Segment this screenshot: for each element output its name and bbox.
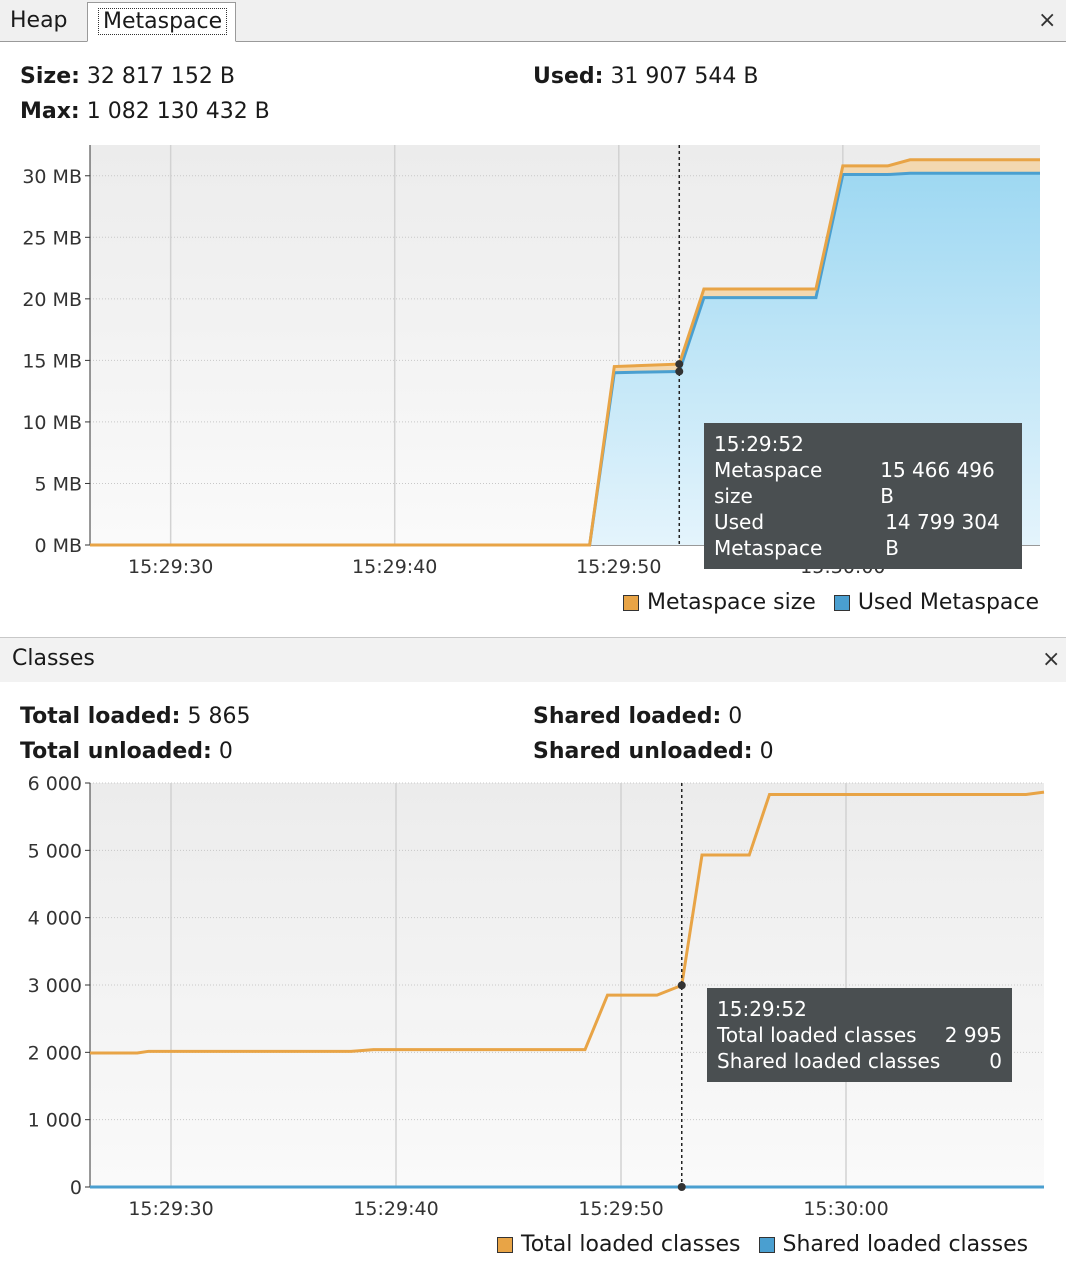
y-tick-label: 30 MB	[22, 166, 82, 188]
tooltip-value: 15 466 496 B	[880, 458, 995, 508]
legend-swatch-blue	[833, 594, 850, 611]
y-tick-label: 5 000	[28, 840, 82, 862]
classes-tooltip: 15:29:52 Total loaded classes 2 995 Share…	[707, 988, 1012, 1082]
close-icon[interactable]: ×	[1042, 647, 1061, 672]
classes-chart: 0 1 000 2 000 3 000 4 000 5 000 6 000 15:29:30 1…	[28, 775, 1045, 1220]
x-tick-label: 15:30:00	[803, 1198, 888, 1220]
shared-unloaded-label: Shared unloaded:	[533, 739, 753, 764]
x-tick-label: 15:29:30	[128, 556, 213, 578]
total-loaded-label: Total loaded:	[20, 704, 181, 729]
tab-bar: Heap Metaspace ×	[0, 0, 1066, 42]
metaspace-tooltip: 15:29:52 Metaspace size 15 466 496 B Used…	[704, 423, 1022, 569]
y-tick-label: 5 MB	[34, 473, 82, 495]
y-tick-label: 4 000	[28, 908, 82, 930]
total-loaded-value: 5 865	[187, 704, 251, 729]
tooltip-row-total: Total loaded classes 2 995	[717, 1022, 1002, 1048]
x-tick-label: 15:29:30	[128, 1198, 213, 1220]
shared-loaded-value: 0	[728, 704, 743, 729]
metaspace-size-stat: Size: 32 817 152 B	[20, 64, 235, 89]
tooltip-value: 0	[989, 1049, 1002, 1073]
y-tick-label: 0	[70, 1177, 82, 1199]
classes-legend: Total loaded classes Shared loaded class…	[497, 1232, 1028, 1257]
x-tick-label: 15:29:50	[578, 1198, 663, 1220]
tooltip-row-used: Used Metaspace 14 799 304 B	[714, 509, 1012, 561]
cursor-marker	[675, 367, 684, 376]
y-tick-label: 2 000	[28, 1042, 82, 1064]
tooltip-label: Shared loaded classes	[717, 1049, 941, 1073]
total-unloaded-label: Total unloaded:	[20, 739, 212, 764]
legend-swatch-orange	[497, 1236, 513, 1253]
classes-title: Classes	[12, 646, 95, 671]
y-tick-label: 10 MB	[22, 412, 82, 434]
total-loaded-stat: Total loaded: 5 865	[20, 704, 250, 729]
y-tick-label: 20 MB	[22, 289, 82, 311]
legend-label: Used Metaspace	[857, 590, 1040, 615]
tooltip-value: 14 799 304 B	[885, 510, 1000, 560]
y-tick-label: 6 000	[28, 775, 82, 795]
legend-label: Metaspace size	[647, 590, 816, 615]
shared-unloaded-stat: Shared unloaded: 0	[533, 739, 774, 764]
x-tick-label: 15:29:50	[576, 556, 661, 578]
legend-swatch-blue	[758, 1236, 775, 1253]
size-value: 32 817 152 B	[86, 64, 235, 89]
x-tick-label: 15:29:40	[352, 556, 437, 578]
cursor-marker	[675, 360, 684, 369]
size-label: Size:	[20, 64, 80, 89]
classes-header: Classes ×	[0, 637, 1066, 682]
tooltip-row-size: Metaspace size 15 466 496 B	[714, 457, 1012, 509]
metaspace-legend: Metaspace size Used Metaspace	[623, 590, 1039, 615]
used-value: 31 907 544 B	[610, 64, 759, 89]
legend-swatch-orange	[623, 594, 639, 611]
tooltip-time: 15:29:52	[714, 432, 804, 456]
metaspace-used-stat: Used: 31 907 544 B	[533, 64, 759, 89]
close-icon[interactable]: ×	[1038, 8, 1057, 33]
y-tick-label: 1 000	[28, 1110, 82, 1132]
tooltip-label: Used Metaspace	[714, 510, 823, 560]
total-unloaded-value: 0	[218, 739, 233, 764]
tooltip-value: 2 995	[944, 1023, 1002, 1047]
shared-loaded-stat: Shared loaded: 0	[533, 704, 742, 729]
legend-label: Shared loaded classes	[782, 1232, 1029, 1257]
y-tick-label: 3 000	[28, 975, 82, 997]
y-tick-label: 25 MB	[22, 227, 82, 249]
y-tick-label: 15 MB	[22, 350, 82, 372]
tooltip-time: 15:29:52	[717, 997, 807, 1021]
tooltip-label: Total loaded classes	[717, 1023, 917, 1047]
tooltip-row-shared: Shared loaded classes 0	[717, 1048, 1002, 1074]
max-value: 1 082 130 432 B	[86, 99, 270, 124]
shared-loaded-label: Shared loaded:	[533, 704, 722, 729]
used-label: Used:	[533, 64, 604, 89]
total-unloaded-stat: Total unloaded: 0	[20, 739, 233, 764]
tab-heap[interactable]: Heap	[10, 8, 68, 33]
max-label: Max:	[20, 99, 80, 124]
metaspace-max-stat: Max: 1 082 130 432 B	[20, 99, 270, 124]
series-line-total-loaded-classes	[90, 790, 1045, 1055]
tab-metaspace-label: Metaspace	[98, 8, 228, 35]
legend-label: Total loaded classes	[521, 1232, 741, 1257]
shared-unloaded-value: 0	[759, 739, 774, 764]
tooltip-label: Metaspace size	[714, 458, 823, 508]
x-tick-label: 15:29:40	[353, 1198, 438, 1220]
y-tick-label: 0 MB	[34, 535, 82, 557]
series-line-metaspace-size	[90, 158, 1040, 547]
cursor-marker	[677, 1183, 686, 1191]
cursor-marker	[677, 981, 686, 990]
tab-metaspace[interactable]: Metaspace	[87, 2, 236, 42]
